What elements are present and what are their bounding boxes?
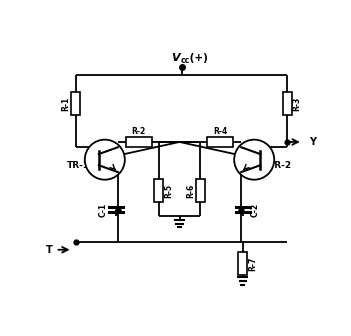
Text: R-5: R-5 bbox=[164, 183, 173, 198]
Text: R-2: R-2 bbox=[132, 127, 146, 136]
Text: cc: cc bbox=[181, 56, 190, 65]
Circle shape bbox=[85, 140, 125, 180]
Text: (+): (+) bbox=[186, 53, 208, 63]
Text: C-2: C-2 bbox=[251, 203, 260, 217]
Text: R-3: R-3 bbox=[293, 96, 302, 111]
Circle shape bbox=[234, 140, 274, 180]
Text: TR-2: TR-2 bbox=[269, 161, 292, 170]
Text: R-6: R-6 bbox=[186, 183, 195, 198]
Bar bbox=[207, 137, 233, 146]
Text: R-4: R-4 bbox=[213, 127, 227, 136]
Text: Y: Y bbox=[309, 137, 316, 147]
Bar bbox=[283, 92, 292, 115]
Text: V: V bbox=[171, 53, 179, 63]
Bar bbox=[126, 137, 152, 146]
Text: TR-1: TR-1 bbox=[67, 161, 90, 170]
Bar bbox=[71, 92, 80, 115]
Text: C-1: C-1 bbox=[99, 203, 108, 217]
Text: T: T bbox=[46, 245, 52, 255]
Bar bbox=[196, 179, 205, 202]
Text: R-1: R-1 bbox=[61, 96, 70, 111]
Bar bbox=[154, 179, 163, 202]
Bar bbox=[238, 252, 247, 275]
Text: R-7: R-7 bbox=[248, 256, 257, 271]
